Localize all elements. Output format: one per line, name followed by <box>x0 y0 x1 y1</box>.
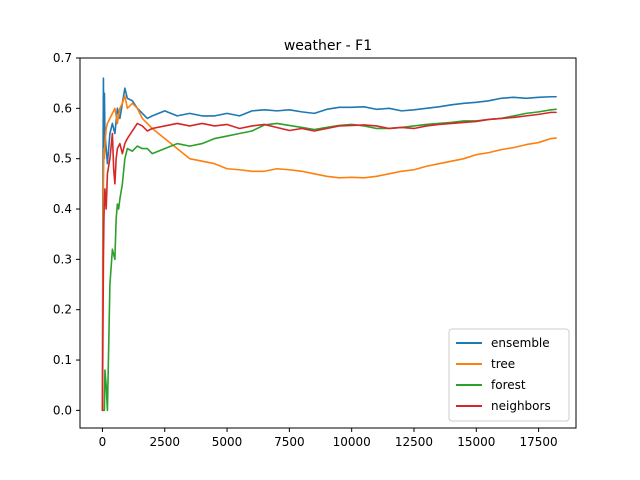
y-axis: 0.0 0.1 0.2 0.3 0.4 0.5 0.6 0.7 <box>53 51 80 417</box>
x-tick-label: 7500 <box>274 435 305 449</box>
y-tick-label: 0.5 <box>53 152 72 166</box>
x-tick-label: 5000 <box>212 435 243 449</box>
x-tick-label: 2500 <box>149 435 180 449</box>
y-tick-label: 0.4 <box>53 202 72 216</box>
x-tick-label: 12500 <box>395 435 433 449</box>
legend-label-forest: forest <box>491 378 526 392</box>
series-line-ensemble <box>101 77 557 412</box>
x-tick-label: 15000 <box>457 435 495 449</box>
legend: ensemble tree forest neighbors <box>448 328 570 422</box>
series-line-tree <box>101 94 557 412</box>
plot-frame <box>79 57 577 429</box>
x-tick-label: 10000 <box>333 435 371 449</box>
series-line-forest <box>101 108 557 412</box>
legend-label-ensemble: ensemble <box>491 336 550 350</box>
chart-title: weather - F1 <box>284 38 372 54</box>
x-tick-label: 17500 <box>520 435 558 449</box>
legend-label-tree: tree <box>491 357 515 371</box>
x-axis: 0 2500 5000 7500 10000 12500 15000 17500 <box>99 428 558 449</box>
y-tick-label: 0.2 <box>53 303 72 317</box>
y-tick-label: 0.6 <box>53 101 72 115</box>
y-tick-label: 0.3 <box>53 252 72 266</box>
y-tick-label: 0.1 <box>53 353 72 367</box>
series-layer <box>101 77 557 412</box>
legend-frame <box>448 328 570 422</box>
y-tick-label: 0.7 <box>53 51 72 65</box>
x-tick-label: 0 <box>99 435 107 449</box>
y-tick-label: 0.0 <box>53 403 72 417</box>
series-line-neighbors <box>101 111 557 412</box>
legend-label-neighbors: neighbors <box>491 399 551 413</box>
